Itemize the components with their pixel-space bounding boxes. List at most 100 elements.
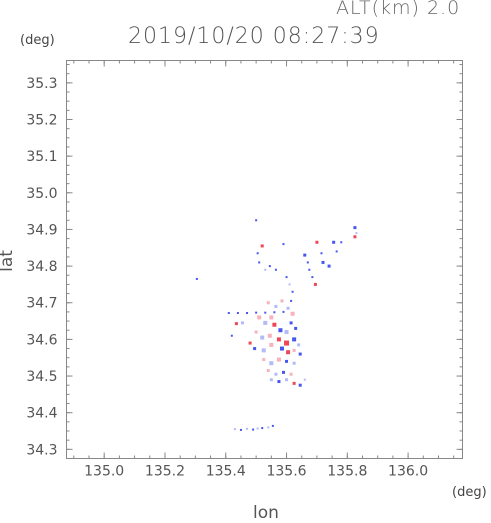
echo-cell xyxy=(256,252,259,255)
x-tick-label: 135.6 xyxy=(266,464,306,480)
echo-cell xyxy=(274,268,277,271)
echo-cell xyxy=(290,299,293,302)
echo-cell xyxy=(321,260,325,264)
y-axis-unit: (deg) xyxy=(20,33,55,48)
echo-cell xyxy=(320,252,323,255)
x-axis-label: lon xyxy=(253,503,279,523)
echo-cell xyxy=(298,352,302,356)
echo-cell xyxy=(239,428,242,431)
echo-cell xyxy=(278,328,283,333)
echo-cell xyxy=(280,299,284,303)
echo-cell xyxy=(288,283,291,286)
echo-cell xyxy=(273,311,276,314)
x-ticks: 135.0 135.2 135.4 135.6 135.8 136.0 xyxy=(73,60,455,480)
echo-cell xyxy=(289,321,293,325)
echo-cell xyxy=(254,330,258,334)
echo-cell xyxy=(311,276,314,279)
echo-cell xyxy=(269,361,274,366)
echo-cell xyxy=(263,320,268,325)
echo-cell xyxy=(234,322,238,326)
echo-cell xyxy=(313,282,317,286)
echo-cell xyxy=(292,337,297,342)
echo-cell xyxy=(246,427,249,430)
echo-cell xyxy=(255,219,258,222)
x-tick-label: 135.0 xyxy=(84,464,124,480)
echo-cell xyxy=(277,380,281,384)
echo-cell xyxy=(315,240,319,244)
echo-cell xyxy=(327,264,331,268)
y-tick-label: 35.1 xyxy=(26,149,57,165)
timestamp-title: 2019/10/20 08:27:39 xyxy=(128,24,380,49)
echo-cell xyxy=(271,424,274,427)
echo-cell xyxy=(227,312,230,315)
echo-cell xyxy=(306,261,309,264)
echo-cell xyxy=(248,341,252,345)
echo-cell xyxy=(256,427,259,430)
echo-cell xyxy=(246,312,249,315)
echo-cell xyxy=(340,241,343,244)
x-tick-label: 135.2 xyxy=(145,464,185,480)
echo-cell xyxy=(261,348,266,353)
altitude-label: ALT(km) 2.0 xyxy=(336,0,461,19)
echo-cell xyxy=(335,250,338,253)
echo-cell xyxy=(308,268,311,271)
echo-cell xyxy=(240,321,244,325)
echo-cell xyxy=(276,357,281,362)
echo-cell xyxy=(264,268,267,271)
echo-cell xyxy=(284,340,290,346)
echo-cell xyxy=(269,378,273,382)
echo-cell xyxy=(262,358,266,362)
echo-cell xyxy=(269,342,274,347)
echo-cell xyxy=(272,322,277,327)
echo-cell xyxy=(236,312,239,315)
echo-cell xyxy=(298,383,302,387)
echo-cell xyxy=(355,232,358,235)
echo-cell xyxy=(297,343,301,347)
echo-cell xyxy=(264,311,267,314)
y-tick-label: 35.2 xyxy=(26,113,57,129)
echo-cell xyxy=(284,330,289,335)
echo-cell xyxy=(233,428,236,431)
y-tick-label: 34.7 xyxy=(26,296,57,312)
echo-cell xyxy=(285,378,289,382)
echo-cell xyxy=(274,304,278,308)
echo-cell xyxy=(292,361,296,365)
echo-cell xyxy=(303,253,307,257)
echo-cell xyxy=(260,335,265,340)
echo-cell xyxy=(332,240,336,244)
x-axis-unit: (deg) xyxy=(452,485,487,500)
y-tick-label: 34.3 xyxy=(26,442,57,458)
y-tick-label: 34.4 xyxy=(26,406,57,422)
echo-cell xyxy=(292,348,296,352)
echo-cell xyxy=(285,276,288,279)
echo-cell xyxy=(252,428,255,431)
echo-cell xyxy=(276,337,281,342)
echo-cell xyxy=(230,334,233,337)
echo-cell xyxy=(290,311,295,316)
y-tick-label: 34.9 xyxy=(26,222,57,238)
x-tick-label: 136.0 xyxy=(388,464,428,480)
x-tick-label: 135.4 xyxy=(206,464,246,480)
echo-cell xyxy=(266,369,270,373)
echo-cell xyxy=(294,326,298,330)
y-tick-label: 34.6 xyxy=(26,332,57,348)
echo-cell xyxy=(266,301,270,305)
y-tick-label: 34.5 xyxy=(26,369,57,385)
y-tick-label: 34.8 xyxy=(26,259,57,275)
x-tick-label: 135.8 xyxy=(327,464,367,480)
echo-cell xyxy=(258,261,261,264)
echo-cell xyxy=(289,372,293,376)
echo-cell xyxy=(279,346,284,351)
y-ticks: 34.3 34.4 34.5 34.6 34.7 34.8 34.9 35.0 35.1 35.2… xyxy=(26,64,463,459)
y-tick-label: 35.3 xyxy=(26,76,57,92)
echo-cell xyxy=(261,427,264,430)
echo-cell xyxy=(282,243,285,246)
echo-cell xyxy=(291,290,294,293)
echo-cell xyxy=(257,315,262,320)
echo-cell xyxy=(274,372,278,376)
echo-cell xyxy=(292,381,296,385)
plot-frame xyxy=(66,60,463,459)
echo-cell xyxy=(260,244,264,248)
echo-cell xyxy=(195,277,198,280)
